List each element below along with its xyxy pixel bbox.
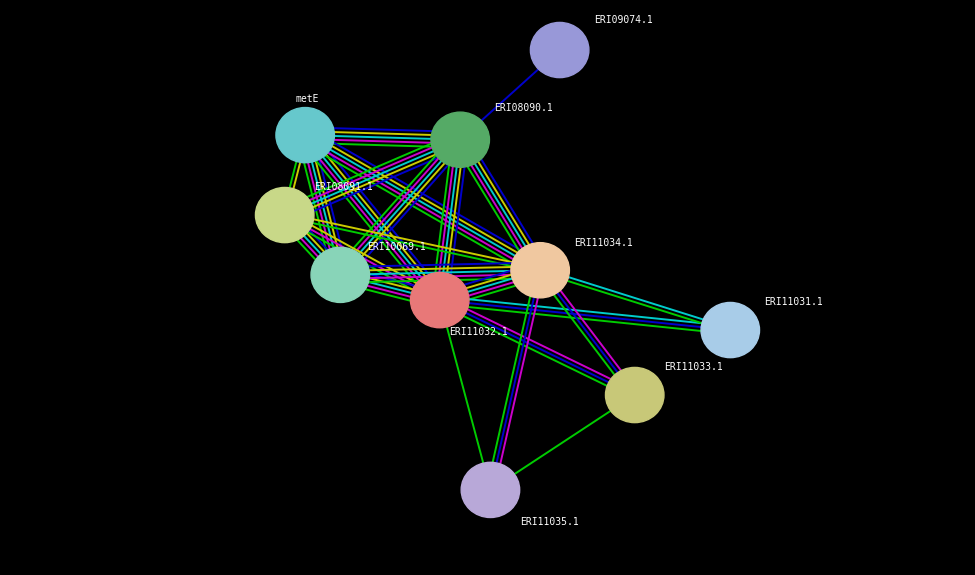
Text: ERI11035.1: ERI11035.1 [520, 516, 578, 527]
Ellipse shape [530, 22, 589, 78]
Ellipse shape [511, 243, 569, 298]
Text: ERI08090.1: ERI08090.1 [494, 103, 553, 113]
Ellipse shape [276, 108, 334, 163]
Text: ERI09074.1: ERI09074.1 [594, 15, 652, 25]
Text: ERI11034.1: ERI11034.1 [574, 237, 633, 248]
Ellipse shape [255, 187, 314, 243]
Text: metE: metE [295, 94, 319, 105]
Ellipse shape [461, 462, 520, 518]
Text: ERI11032.1: ERI11032.1 [449, 327, 508, 337]
Ellipse shape [410, 273, 469, 328]
Text: ERI08091.1: ERI08091.1 [314, 182, 372, 193]
Text: ERI11033.1: ERI11033.1 [664, 362, 722, 373]
Text: ERI10069.1: ERI10069.1 [368, 242, 426, 252]
Text: ERI11031.1: ERI11031.1 [764, 297, 823, 308]
Ellipse shape [311, 247, 370, 302]
Ellipse shape [605, 367, 664, 423]
Ellipse shape [701, 302, 760, 358]
Ellipse shape [431, 112, 489, 167]
